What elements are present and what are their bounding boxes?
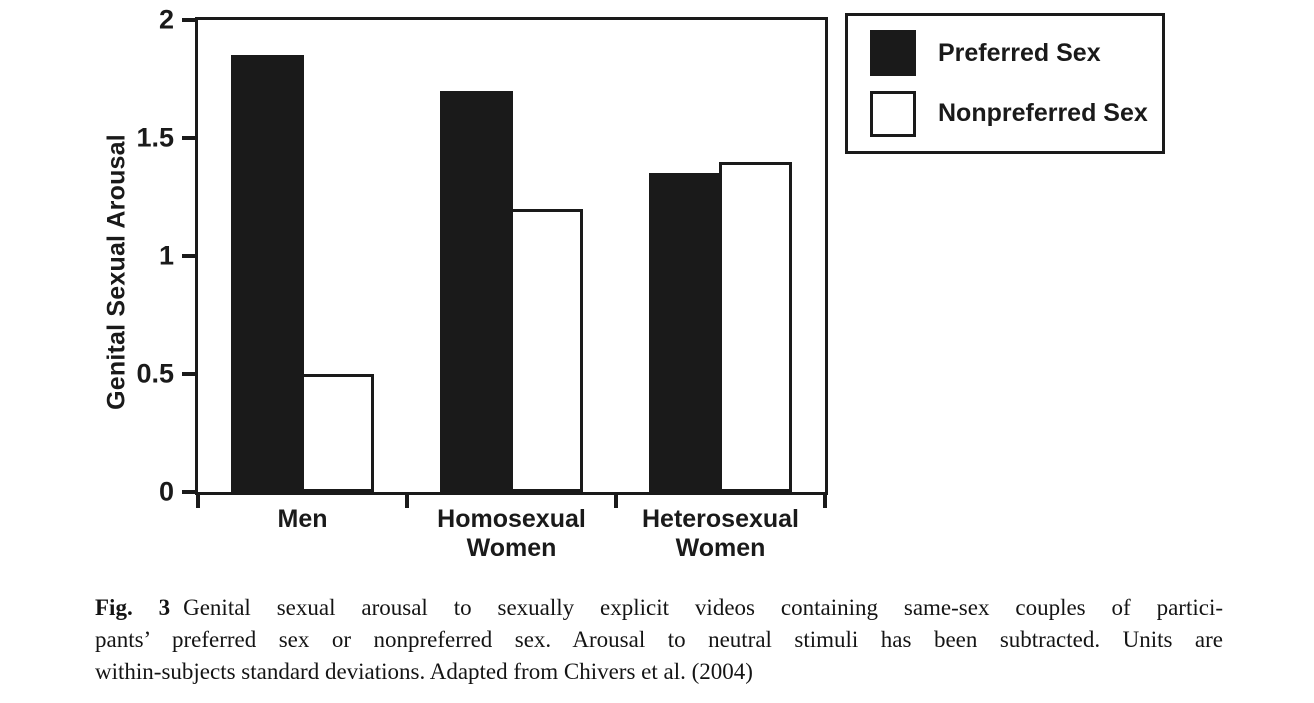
caption-line: within-subjects standard deviations. Ada…: [95, 659, 753, 684]
y-tick-label: 0.5: [136, 358, 174, 389]
bar-group: [198, 20, 407, 492]
y-axis-title: Genital Sexual Arousal: [102, 134, 131, 410]
y-axis-tick: [182, 18, 196, 22]
y-tick-label: 1: [158, 240, 174, 271]
caption-line: Fig. 3 Genital sexual arousal to sexually…: [95, 592, 1223, 624]
figure-number: Fig. 3: [95, 595, 171, 620]
x-category-label: Men: [277, 505, 328, 533]
bar-heterosexual-nonpreferred: [719, 161, 792, 492]
y-axis-tick: [182, 490, 196, 494]
y-axis-tick: [182, 254, 196, 258]
x-axis-tick: [404, 495, 409, 508]
x-axis-tick: [823, 495, 827, 508]
y-axis-tick: [182, 372, 196, 376]
y-axis-tick: [182, 136, 196, 140]
bar-group: [407, 20, 616, 492]
bar-men-nonpreferred: [301, 374, 374, 492]
caption-text: Genital sexual arousal to sexually expli…: [183, 595, 1223, 620]
figure-caption: Fig. 3 Genital sexual arousal to sexually…: [95, 592, 1223, 688]
y-tick-label: 1.5: [136, 122, 174, 153]
legend-item-nonpreferred: Nonpreferred Sex: [870, 90, 1162, 137]
x-category-label: Heterosexual Women: [641, 505, 800, 562]
bar-group: [616, 20, 825, 492]
plot-area: 2 1.5 1 0.5 0 Men Homosexual Women Heterosexual…: [136, 5, 828, 562]
caption-line: pants’ preferred sex or nonpreferred sex…: [95, 627, 1223, 652]
y-tick-label: 0: [158, 476, 174, 507]
bar-homosexual-preferred: [440, 90, 513, 492]
bar-homosexual-nonpreferred: [510, 208, 583, 492]
bar-heterosexual-preferred: [649, 173, 722, 492]
bar-men-preferred: [231, 55, 304, 492]
x-axis-tick: [613, 495, 618, 508]
legend-swatch-nonpreferred-icon: [870, 90, 916, 137]
legend-label-preferred: Preferred Sex: [938, 38, 1101, 67]
x-axis-tick: [196, 495, 200, 508]
legend-swatch-preferred-icon: [870, 30, 916, 77]
legend-item-preferred: Preferred Sex: [870, 30, 1162, 77]
y-tick-label: 2: [158, 4, 174, 35]
legend-label-nonpreferred: Nonpreferred Sex: [938, 99, 1148, 128]
x-category-label: Homosexual Women: [437, 505, 586, 562]
legend: Preferred Sex Nonpreferred Sex: [845, 13, 1165, 154]
